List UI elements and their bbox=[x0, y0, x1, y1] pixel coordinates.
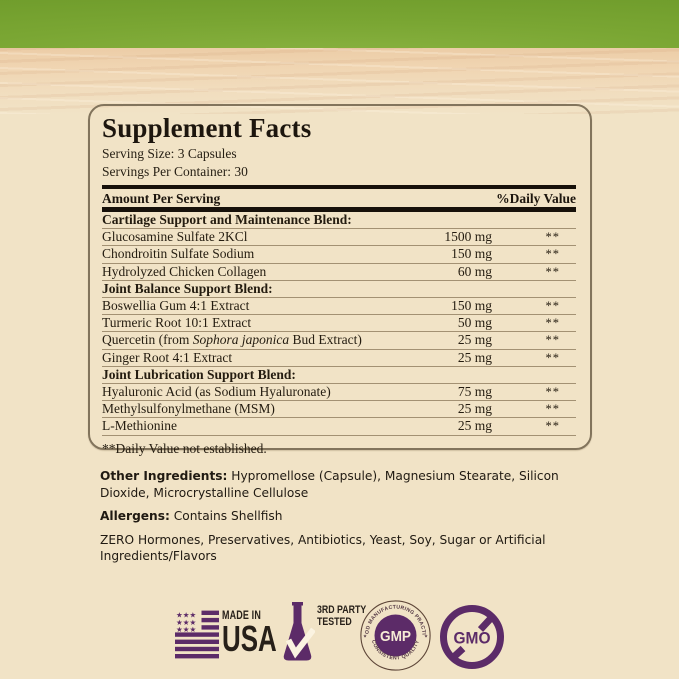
ingredient-daily-value: ** bbox=[545, 350, 560, 365]
svg-text:★★★: ★★★ bbox=[176, 625, 196, 634]
made-in-label: MADE IN bbox=[222, 610, 261, 622]
ingredient-row: Quercetin (from Sophora japonica Bud Ext… bbox=[102, 332, 576, 350]
gmp-star-left: ★ bbox=[363, 634, 368, 639]
ingredient-daily-value: ** bbox=[545, 316, 560, 331]
other-ingredients: Other Ingredients: Hypromellose (Capsule… bbox=[100, 468, 578, 501]
ingredient-name: Hydrolyzed Chicken Collagen bbox=[102, 263, 267, 279]
ingredient-name: Turmeric Root 10:1 Extract bbox=[102, 315, 252, 331]
parchment-texture-band bbox=[0, 48, 679, 114]
details-block: Other Ingredients: Hypromellose (Capsule… bbox=[100, 468, 578, 572]
ingredient-daily-value: ** bbox=[545, 264, 560, 279]
ingredient-name: Ginger Root 4:1 Extract bbox=[102, 349, 233, 365]
ingredient-name: Chondroitin Sulfate Sodium bbox=[102, 246, 255, 262]
ingredient-name: Quercetin (from Sophora japonica Bud Ext… bbox=[102, 332, 362, 348]
blend-header-row: Cartilage Support and Maintenance Blend: bbox=[102, 212, 576, 230]
ingredient-name: Hyaluronic Acid (as Sodium Hyaluronate) bbox=[102, 384, 331, 400]
thick-rule-bottom bbox=[102, 207, 576, 212]
ingredient-amount: 1500 mg bbox=[444, 229, 492, 245]
ingredient-amount: 50 mg bbox=[457, 315, 492, 331]
servings-per-container: Servings Per Container: 30 bbox=[102, 164, 248, 179]
allergens-text: Contains Shellfish bbox=[169, 509, 283, 523]
svg-text:★★★: ★★★ bbox=[176, 618, 196, 627]
ingredient-name: Joint Balance Support Blend: bbox=[102, 280, 273, 296]
ingredient-amount: 150 mg bbox=[451, 298, 492, 314]
zero-claims: ZERO Hormones, Preservatives, Antibiotic… bbox=[100, 532, 546, 564]
ingredient-amount: 25 mg bbox=[457, 332, 492, 348]
blend-header-row: Joint Balance Support Blend: bbox=[102, 280, 576, 299]
allergens: Allergens: Contains Shellfish bbox=[100, 508, 578, 525]
ingredient-daily-value: ** bbox=[545, 385, 560, 400]
ingredient-amount: 25 mg bbox=[457, 418, 492, 434]
ingredient-amount: 150 mg bbox=[451, 246, 492, 262]
no-gmo-icon: GMO bbox=[440, 605, 504, 669]
ingredient-amount: 25 mg bbox=[457, 349, 492, 365]
third-party-label: 3RD PARTY bbox=[317, 604, 367, 616]
svg-text:★★★: ★★★ bbox=[176, 610, 196, 619]
ingredient-name: L-Methionine bbox=[102, 418, 177, 434]
ingredient-daily-value: ** bbox=[545, 419, 560, 434]
ingredient-row: L-Methionine 25 mg ** bbox=[102, 418, 576, 436]
blend-header-row: Joint Lubrication Support Blend: bbox=[102, 366, 576, 385]
gmp-seal-icon: GOOD MANUFACTURING PRACTICE CONSISTENT Q… bbox=[359, 599, 431, 671]
ingredient-row: Glucosamine Sulfate 2KCl 1500 mg ** bbox=[102, 229, 576, 247]
green-top-band bbox=[0, 0, 679, 48]
ingredient-row: Turmeric Root 10:1 Extract 50 mg ** bbox=[102, 315, 576, 333]
ingredient-daily-value: ** bbox=[545, 247, 560, 262]
supplement-facts-panel: Supplement Facts Serving Size: 3 Capsule… bbox=[88, 104, 592, 456]
other-ingredients-label: Other Ingredients: bbox=[100, 469, 228, 483]
panel-title: Supplement Facts bbox=[102, 113, 312, 143]
usa-flag-icon: ★★★ ★★★ ★★★ bbox=[175, 610, 219, 659]
flask-tested-icon bbox=[283, 602, 315, 661]
ingredient-row: Ginger Root 4:1 Extract 25 mg ** bbox=[102, 350, 576, 367]
ingredient-amount: 25 mg bbox=[457, 401, 492, 417]
ingredient-name: Cartilage Support and Maintenance Blend: bbox=[102, 212, 352, 227]
column-header-row: Amount Per Serving %Daily Value bbox=[102, 189, 576, 207]
daily-value-footnote: **Daily Value not established. bbox=[102, 440, 267, 456]
ingredient-daily-value: ** bbox=[545, 299, 560, 314]
third-party-tested-badge: 3RD PARTY TESTED bbox=[317, 604, 379, 628]
ingredient-name: Methylsulfonylmethane (MSM) bbox=[102, 401, 275, 417]
gmo-text: GMO bbox=[454, 629, 491, 648]
thick-rule-top bbox=[102, 185, 576, 189]
serving-size: Serving Size: 3 Capsules bbox=[102, 146, 237, 161]
ingredient-daily-value: ** bbox=[545, 230, 560, 245]
gmp-star-right: ★ bbox=[424, 634, 429, 639]
ingredient-row: Hydrolyzed Chicken Collagen 60 mg ** bbox=[102, 264, 576, 281]
amount-per-serving-header: Amount Per Serving bbox=[102, 191, 221, 206]
ingredient-row: Methylsulfonylmethane (MSM) 25 mg ** bbox=[102, 401, 576, 419]
ingredient-amount: 75 mg bbox=[457, 384, 492, 400]
ingredient-daily-value: ** bbox=[545, 402, 560, 417]
ingredient-amount: 60 mg bbox=[457, 263, 492, 279]
ingredient-name: Glucosamine Sulfate 2KCl bbox=[102, 229, 248, 245]
made-in-usa-badge: MADE IN USA bbox=[222, 610, 298, 659]
supplement-rows: Cartilage Support and Maintenance Blend:… bbox=[102, 212, 576, 436]
tested-label: TESTED bbox=[317, 615, 352, 628]
ingredient-row: Boswellia Gum 4:1 Extract 150 mg ** bbox=[102, 298, 576, 316]
allergens-label: Allergens: bbox=[100, 509, 170, 523]
usa-label: USA bbox=[222, 618, 277, 659]
daily-value-header: %Daily Value bbox=[496, 191, 576, 206]
ingredient-name: Boswellia Gum 4:1 Extract bbox=[102, 298, 250, 314]
ingredient-row: Hyaluronic Acid (as Sodium Hyaluronate) 7… bbox=[102, 384, 576, 402]
ingredient-name: Joint Lubrication Support Blend: bbox=[102, 366, 296, 382]
other-ingredients-text: Hypromellose (Capsule), Magnesium Steara… bbox=[100, 469, 559, 500]
ingredient-row: Chondroitin Sulfate Sodium 150 mg ** bbox=[102, 246, 576, 264]
ingredient-daily-value: ** bbox=[545, 333, 560, 348]
gmp-center-text: GMP bbox=[380, 628, 411, 645]
